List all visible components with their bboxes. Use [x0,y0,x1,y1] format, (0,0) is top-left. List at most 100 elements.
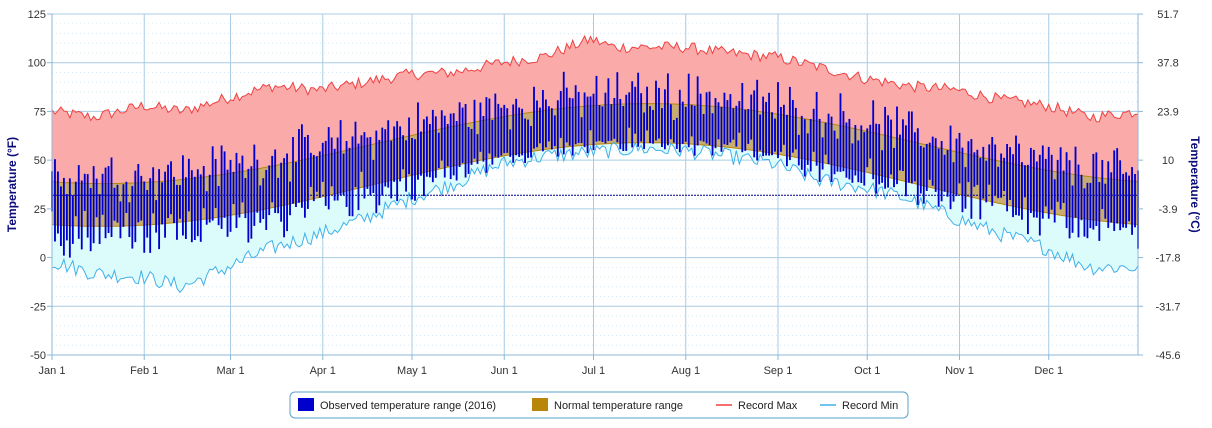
observed-bar [1077,164,1080,238]
observed-bar [1098,182,1101,241]
observed-bar [1107,161,1110,228]
observed-bar [714,98,717,149]
observed-bar [220,145,223,229]
observed-bar [1104,183,1107,219]
observed-bar [1116,148,1119,224]
observed-bar [794,107,797,150]
observed-bar [806,133,809,165]
observed-bar [113,187,116,221]
observed-bar [931,136,934,186]
observed-bar [994,144,997,196]
observed-bar [431,109,434,183]
y-tick-label-left: 50 [34,155,46,167]
observed-bar [137,164,140,223]
observed-bar [131,186,134,249]
observed-bar [363,132,366,199]
observed-bar [785,114,788,167]
observed-bar [208,174,211,223]
observed-bar [223,151,226,218]
observed-bar [550,108,553,150]
observed-bar [60,186,62,246]
observed-bar [405,140,407,192]
observed-bar [500,107,503,156]
y-axis-title-left: Temperature (°F) [5,137,19,232]
observed-bar [720,106,723,152]
observed-bar [101,173,104,215]
observed-bar [65,194,68,241]
observed-bar [946,150,949,197]
observed-bar [803,119,806,177]
observed-bar [408,117,410,175]
observed-bar [869,124,872,159]
observed-bar [164,171,166,238]
observed-bar [678,89,681,153]
observed-bar [360,135,363,172]
record-min-line [51,140,1139,294]
observed-bar [1131,167,1133,235]
observed-bar [149,178,152,253]
observed-bar [747,109,750,144]
observed-bar [1032,149,1035,218]
observed-bar [369,137,372,196]
observed-bar [949,125,952,210]
observed-bar [488,98,491,154]
observed-bar [910,111,913,184]
observed-bar [158,169,161,250]
observed-bar [997,166,1000,199]
observed-bar [553,115,556,147]
observed-bar [533,86,535,149]
observed-bar [985,160,988,203]
observed-bar [818,118,821,182]
observed-bar [312,155,315,202]
observed-bar [89,188,92,252]
observed-bar [536,100,538,148]
observed-bar [491,119,494,165]
observed-bar [863,132,866,186]
x-tick-label: Apr 1 [310,365,336,377]
observed-bar [842,111,845,172]
observed-bar [238,163,241,218]
observed-bar [604,92,607,144]
observed-bar [547,106,550,142]
observed-bar [860,125,863,183]
observed-bar [681,101,684,144]
y-tick-label-right: -3.9 [1159,204,1178,216]
observed-bar [1041,145,1044,219]
x-tick-label: Mar 1 [216,365,244,377]
observed-bar [878,124,881,185]
observed-bar [384,129,387,187]
observed-bar [970,139,973,219]
observed-bar [893,147,895,188]
observed-bar [122,184,125,227]
observed-bar [872,100,875,180]
observed-bar [301,124,303,208]
observed-bar [298,129,300,203]
observed-bar [1059,147,1062,210]
observed-bar [875,123,878,194]
observed-bar [77,165,80,239]
observed-bar [762,96,765,157]
observed-bar [286,153,288,232]
observed-bar [232,171,235,205]
observed-bar [967,141,970,183]
observed-bar [928,142,931,180]
observed-bar [226,169,229,237]
observed-bar [333,148,336,201]
observed-bar [1024,165,1026,198]
observed-bar [244,178,247,219]
observed-bar [521,108,524,156]
observed-bar [1095,152,1098,226]
observed-bar [229,159,232,232]
observed-bar [1053,179,1056,223]
observed-bar [390,140,393,199]
observed-bar [848,118,851,180]
observed-bar [922,147,925,204]
observed-bar [577,91,580,143]
y-tick-label-left: 0 [40,253,46,265]
observed-bar [991,137,994,206]
observed-bar [809,119,812,172]
observed-bar [515,98,518,156]
legend-box [289,391,909,419]
observed-bar [583,92,586,148]
record-max-line [51,34,1139,123]
